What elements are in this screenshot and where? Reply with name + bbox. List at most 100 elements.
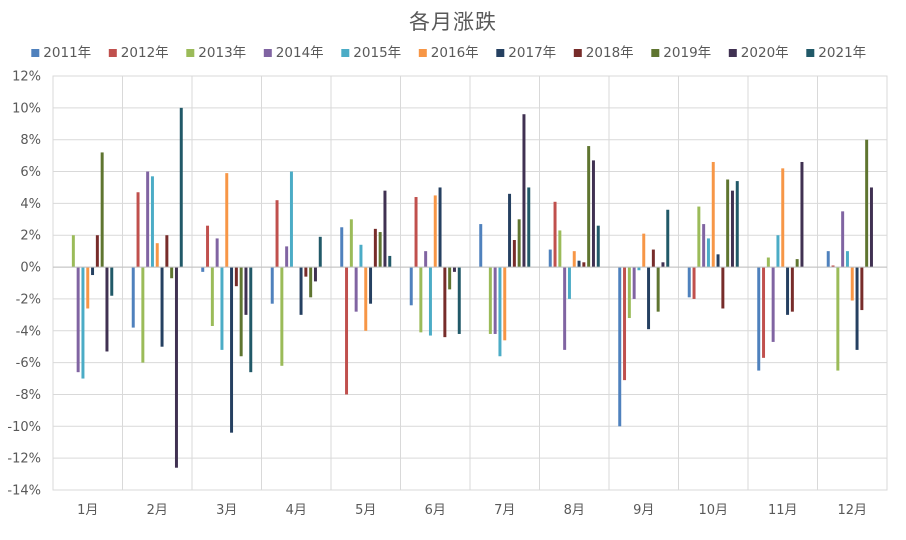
legend-label: 2015年 — [353, 45, 401, 61]
bar — [345, 267, 349, 395]
bar — [826, 251, 830, 268]
bar — [831, 265, 835, 268]
bar — [239, 267, 243, 357]
legend-swatch — [341, 49, 350, 57]
bar — [596, 225, 600, 268]
bar — [71, 235, 75, 268]
bar — [299, 267, 303, 315]
bar — [210, 267, 214, 326]
bar — [716, 254, 720, 268]
bar — [289, 171, 293, 268]
bar — [706, 238, 710, 268]
bar — [726, 179, 730, 268]
bar — [661, 262, 665, 268]
bar — [364, 267, 368, 331]
bar — [582, 262, 586, 268]
legend-swatch — [186, 49, 195, 57]
legend-label: 2018年 — [586, 45, 634, 61]
bar — [711, 161, 715, 268]
legend-label: 2019年 — [663, 45, 711, 61]
legend-swatch — [496, 49, 505, 57]
legend-swatch — [651, 49, 660, 57]
legend-swatch — [573, 49, 582, 57]
bar — [179, 107, 183, 268]
bar — [170, 267, 174, 279]
y-tick-label: 6% — [20, 165, 41, 180]
bar — [493, 267, 497, 334]
bar — [845, 251, 849, 268]
bar — [869, 187, 873, 268]
bar — [503, 267, 507, 341]
bar — [359, 244, 363, 268]
bar — [419, 267, 423, 333]
legend-label: 2012年 — [121, 45, 169, 61]
bar — [855, 267, 859, 350]
bar — [206, 225, 210, 268]
bar — [249, 267, 253, 373]
bar — [369, 267, 373, 304]
x-tick-label: 2月 — [147, 503, 168, 518]
bar — [76, 267, 80, 373]
bar — [438, 187, 442, 268]
bar — [702, 224, 706, 268]
bar — [141, 267, 145, 363]
bar — [100, 152, 104, 268]
x-tick-label: 10月 — [698, 503, 728, 518]
bar — [572, 251, 576, 268]
bar — [647, 267, 651, 330]
y-tick-label: -6% — [16, 356, 41, 371]
y-tick-label: 8% — [20, 133, 41, 148]
y-tick-label: 10% — [12, 101, 41, 116]
bar — [841, 211, 845, 268]
bar — [160, 267, 164, 347]
legend-label: 2017年 — [508, 45, 556, 61]
bar — [378, 232, 382, 268]
bar — [270, 267, 274, 304]
bar — [388, 255, 392, 268]
x-tick-label: 8月 — [564, 503, 585, 518]
bar — [95, 235, 99, 268]
bar — [131, 267, 135, 328]
bar — [850, 267, 854, 301]
bar — [651, 249, 655, 268]
legend-label: 2013年 — [198, 45, 246, 61]
bar — [81, 267, 85, 379]
bar — [771, 267, 775, 342]
bar — [165, 235, 169, 268]
bar — [174, 267, 178, 468]
bar — [244, 267, 248, 315]
bar — [735, 181, 739, 268]
bar — [448, 267, 452, 290]
bar — [800, 161, 804, 268]
bar — [692, 267, 696, 299]
bar — [150, 176, 154, 268]
bar — [790, 267, 794, 312]
x-tick-label: 4月 — [286, 503, 307, 518]
bar — [632, 267, 636, 299]
bar — [697, 206, 701, 268]
bar — [428, 267, 432, 336]
y-tick-label: 0% — [20, 261, 41, 276]
bar — [225, 173, 229, 268]
y-tick-label: -8% — [16, 388, 41, 403]
legend-label: 2016年 — [431, 45, 479, 61]
bar — [642, 233, 646, 268]
legend-label: 2021年 — [818, 45, 866, 61]
bar — [136, 192, 140, 268]
bar — [215, 238, 219, 268]
bar — [285, 246, 289, 268]
bar — [721, 267, 725, 309]
bar — [349, 219, 353, 268]
x-tick-label: 1月 — [77, 503, 98, 518]
bar — [766, 257, 770, 268]
bar — [91, 267, 95, 276]
bar — [860, 267, 864, 311]
bar — [577, 260, 581, 268]
legend-label: 2014年 — [276, 45, 324, 61]
bar — [313, 267, 317, 282]
bar — [627, 267, 631, 319]
bar — [383, 190, 387, 268]
legend-label: 2020年 — [741, 45, 789, 61]
chart-title: 各月涨跌 — [409, 10, 497, 34]
